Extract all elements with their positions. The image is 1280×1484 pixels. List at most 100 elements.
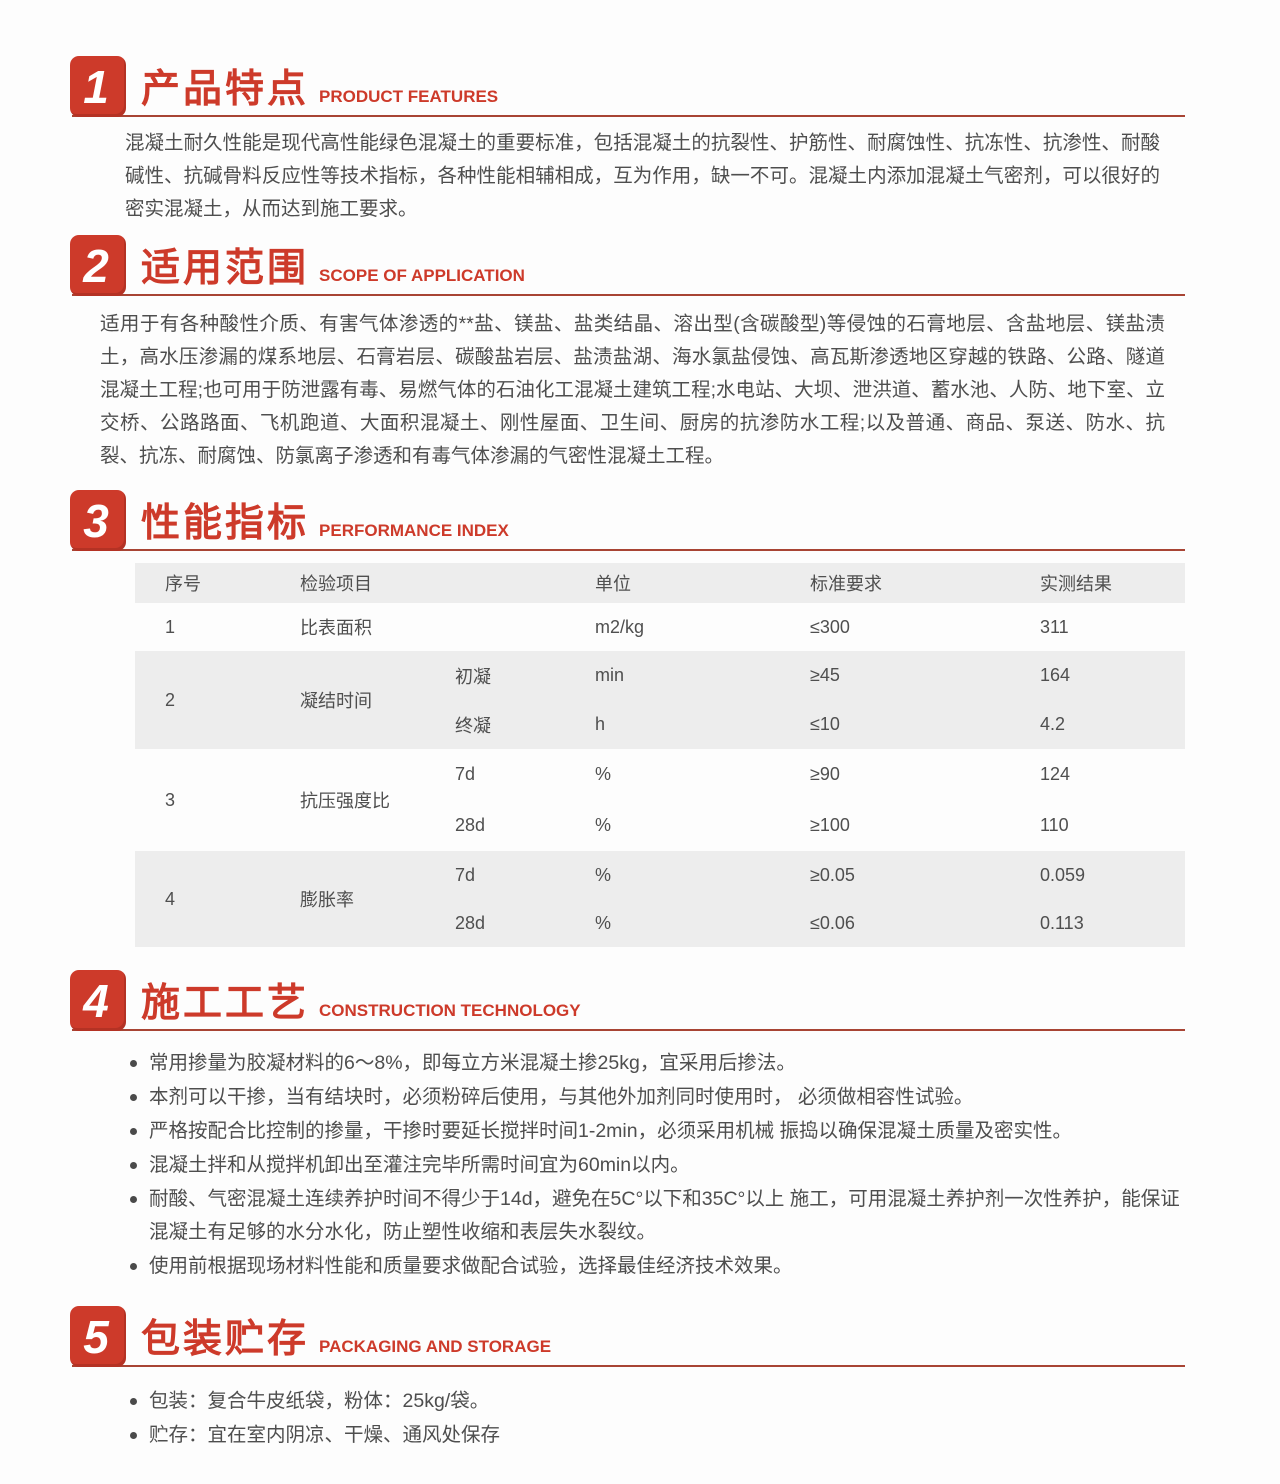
list-item: 本剂可以干掺，当有结块时，必须粉碎后使用，与其他外加剂同时使用时， 必须做相容性… bbox=[130, 1081, 1185, 1114]
list-item-text: 使用前根据现场材料性能和质量要求做配合试验，选择最佳经济技术效果。 bbox=[149, 1255, 793, 1277]
packaging-bullet-list: 包装：复合牛皮纸袋，粉体：25kg/袋。 贮存：宜在室内阴凉、干燥、通风处保存 bbox=[130, 1385, 1185, 1452]
list-item-text: 本剂可以干掺，当有结块时，必须粉碎后使用，与其他外加剂同时使用时， 必须做相容性… bbox=[149, 1086, 974, 1108]
section-3-header: 3 性能指标 PERFORMANCE INDEX bbox=[70, 489, 1185, 551]
performance-table: 序号 检验项目 单位 标准要求 实测结果 1 比表面积 m2/kg ≤300 3… bbox=[135, 563, 1185, 947]
cell-result: 0.113 bbox=[1040, 912, 1084, 933]
section-product-features: 1 产品特点 PRODUCT FEATURES 混凝土耐久性能是现代高性能绿色混… bbox=[0, 55, 1280, 226]
cell-unit: % bbox=[595, 764, 612, 784]
section-number-badge: 4 bbox=[70, 970, 126, 1031]
col-header-unit: 单位 bbox=[595, 574, 631, 594]
cell-item: 抗压强度比 bbox=[300, 791, 390, 811]
section-title-zh: 产品特点 bbox=[141, 68, 310, 111]
cell-unit: % bbox=[595, 864, 612, 885]
cell-unit: m2/kg bbox=[595, 616, 645, 637]
section-title-zh: 施工工艺 bbox=[141, 982, 310, 1025]
section-title-zh: 性能指标 bbox=[141, 502, 310, 545]
cell-requirement: ≤10 bbox=[810, 714, 840, 734]
bullet-icon bbox=[130, 1060, 137, 1067]
section-performance-index: 3 性能指标 PERFORMANCE INDEX 序号 检验项目 单位 标准要求… bbox=[0, 489, 1280, 947]
cell-result: 110 bbox=[1040, 815, 1069, 835]
construction-bullet-list: 常用掺量为胶凝材料的6～8%，即每立方米混凝土掺25kg，宜采用后掺法。 本剂可… bbox=[130, 1047, 1185, 1283]
list-item: 混凝土拌和从搅拌机卸出至灌注完毕所需时间宜为60min以内。 bbox=[130, 1149, 1185, 1182]
bullet-icon bbox=[130, 1094, 137, 1101]
cell-requirement: ≤300 bbox=[810, 616, 850, 637]
bullet-icon bbox=[130, 1162, 137, 1169]
bullet-icon bbox=[130, 1432, 137, 1439]
table-header-row: 序号 检验项目 单位 标准要求 实测结果 bbox=[135, 563, 1185, 603]
table-row: 1 比表面积 m2/kg ≤300 311 bbox=[135, 603, 1185, 651]
bullet-icon bbox=[130, 1128, 137, 1135]
list-item: 包装：复合牛皮纸袋，粉体：25kg/袋。 bbox=[130, 1385, 1185, 1418]
cell-sub: 终凝 bbox=[455, 715, 491, 736]
cell-sub: 28d bbox=[455, 815, 486, 835]
section-2-header: 2 适用范围 SCOPE OF APPLICATION bbox=[70, 234, 1185, 296]
section-title-zh: 包装贮存 bbox=[141, 1318, 310, 1361]
cell-requirement: ≥0.05 bbox=[810, 864, 855, 885]
section-4-header: 4 施工工艺 CONSTRUCTION TECHNOLOGY bbox=[70, 969, 1185, 1031]
list-item: 常用掺量为胶凝材料的6～8%，即每立方米混凝土掺25kg，宜采用后掺法。 bbox=[130, 1047, 1185, 1080]
cell-item: 比表面积 bbox=[300, 618, 372, 638]
list-item-text: 包装：复合牛皮纸袋，粉体：25kg/袋。 bbox=[149, 1390, 490, 1412]
cell-result: 164 bbox=[1040, 665, 1071, 685]
col-header-no: 序号 bbox=[165, 574, 201, 594]
cell-item: 凝结时间 bbox=[300, 691, 372, 711]
section-title-zh: 适用范围 bbox=[141, 247, 310, 290]
col-header-requirement: 标准要求 bbox=[810, 574, 882, 594]
col-header-sub bbox=[455, 563, 595, 603]
section-title-en: CONSTRUCTION TECHNOLOGY bbox=[319, 1001, 581, 1020]
cell-result: 0.059 bbox=[1040, 864, 1086, 885]
section-number-badge: 5 bbox=[70, 1306, 126, 1367]
cell-unit: h bbox=[595, 714, 606, 734]
bullet-icon bbox=[130, 1263, 137, 1270]
cell-item: 膨胀率 bbox=[300, 890, 354, 910]
cell-unit: % bbox=[595, 912, 612, 933]
cell-no: 2 bbox=[165, 689, 176, 710]
scope-paragraph: 适用于有各种酸性介质、有害气体渗透的**盐、镁盐、盐类结晶、溶出型(含碳酸型)等… bbox=[100, 313, 1165, 467]
cell-result: 311 bbox=[1040, 616, 1069, 637]
cell-no: 3 bbox=[165, 789, 176, 810]
cell-no: 1 bbox=[165, 616, 176, 637]
section-title-en: PERFORMANCE INDEX bbox=[319, 521, 509, 540]
col-header-item: 检验项目 bbox=[300, 574, 372, 594]
list-item: 使用前根据现场材料性能和质量要求做配合试验，选择最佳经济技术效果。 bbox=[130, 1250, 1185, 1283]
section-packaging-and-storage: 5 包装贮存 PACKAGING AND STORAGE 包装：复合牛皮纸袋，粉… bbox=[0, 1305, 1280, 1452]
section-title-en: PACKAGING AND STORAGE bbox=[319, 1337, 552, 1356]
cell-unit: % bbox=[595, 815, 612, 835]
cell-requirement: ≤0.06 bbox=[810, 912, 855, 933]
list-item: 贮存：宜在室内阴凉、干燥、通风处保存 bbox=[130, 1419, 1185, 1452]
section-1-header: 1 产品特点 PRODUCT FEATURES bbox=[70, 55, 1185, 117]
cell-sub: 7d bbox=[455, 864, 476, 885]
section-5-header: 5 包装贮存 PACKAGING AND STORAGE bbox=[70, 1305, 1185, 1367]
section-construction-technology: 4 施工工艺 CONSTRUCTION TECHNOLOGY 常用掺量为胶凝材料… bbox=[0, 969, 1280, 1283]
section-number-badge: 2 bbox=[70, 235, 126, 296]
table-row: 4 膨胀率 7d % ≥0.05 0.059 28d % ≤0.06 0.113 bbox=[135, 851, 1185, 947]
cell-requirement: ≥45 bbox=[810, 665, 840, 685]
list-item-text: 严格按配合比控制的掺量，干掺时要延长搅拌时间1-2min，必须采用机械 振捣以确… bbox=[149, 1120, 1073, 1142]
list-item-text: 贮存：宜在室内阴凉、干燥、通风处保存 bbox=[149, 1424, 501, 1446]
cell-result: 4.2 bbox=[1040, 714, 1066, 734]
section-scope-of-application: 2 适用范围 SCOPE OF APPLICATION 适用于有各种酸性介质、有… bbox=[0, 234, 1280, 473]
col-header-result: 实测结果 bbox=[1040, 574, 1112, 594]
cell-no: 4 bbox=[165, 888, 176, 909]
cell-sub: 初凝 bbox=[455, 666, 491, 687]
section-title-en: PRODUCT FEATURES bbox=[319, 87, 499, 106]
cell-requirement: ≥90 bbox=[810, 764, 840, 784]
section-number-badge: 1 bbox=[70, 56, 126, 117]
list-item-text: 混凝土拌和从搅拌机卸出至灌注完毕所需时间宜为60min以内。 bbox=[149, 1154, 690, 1176]
section-number-badge: 3 bbox=[70, 490, 126, 551]
section-title-en: SCOPE OF APPLICATION bbox=[319, 266, 525, 285]
bullet-icon bbox=[130, 1196, 137, 1203]
cell-requirement: ≥100 bbox=[810, 815, 850, 835]
cell-unit: min bbox=[595, 665, 625, 685]
table-row: 2 凝结时间 初凝 min ≥45 164 终凝 h ≤10 4.2 bbox=[135, 651, 1185, 749]
list-item-text: 耐酸、气密混凝土连续养护时间不得少于14d，避免在5C°以下和35C°以上 施工… bbox=[149, 1188, 1180, 1243]
list-item-text: 常用掺量为胶凝材料的6～8%，即每立方米混凝土掺25kg，宜采用后掺法。 bbox=[149, 1052, 796, 1074]
product-features-paragraph: 混凝土耐久性能是现代高性能绿色混凝土的重要标准，包括混凝土的抗裂性、护筋性、耐腐… bbox=[125, 132, 1160, 220]
list-item: 严格按配合比控制的掺量，干掺时要延长搅拌时间1-2min，必须采用机械 振捣以确… bbox=[130, 1115, 1185, 1148]
cell-result: 124 bbox=[1040, 764, 1071, 784]
cell-sub: 28d bbox=[455, 912, 486, 933]
cell-sub: 7d bbox=[455, 764, 476, 784]
table-row: 3 抗压强度比 7d % ≥90 124 28d % ≥100 110 bbox=[135, 749, 1185, 851]
bullet-icon bbox=[130, 1398, 137, 1405]
